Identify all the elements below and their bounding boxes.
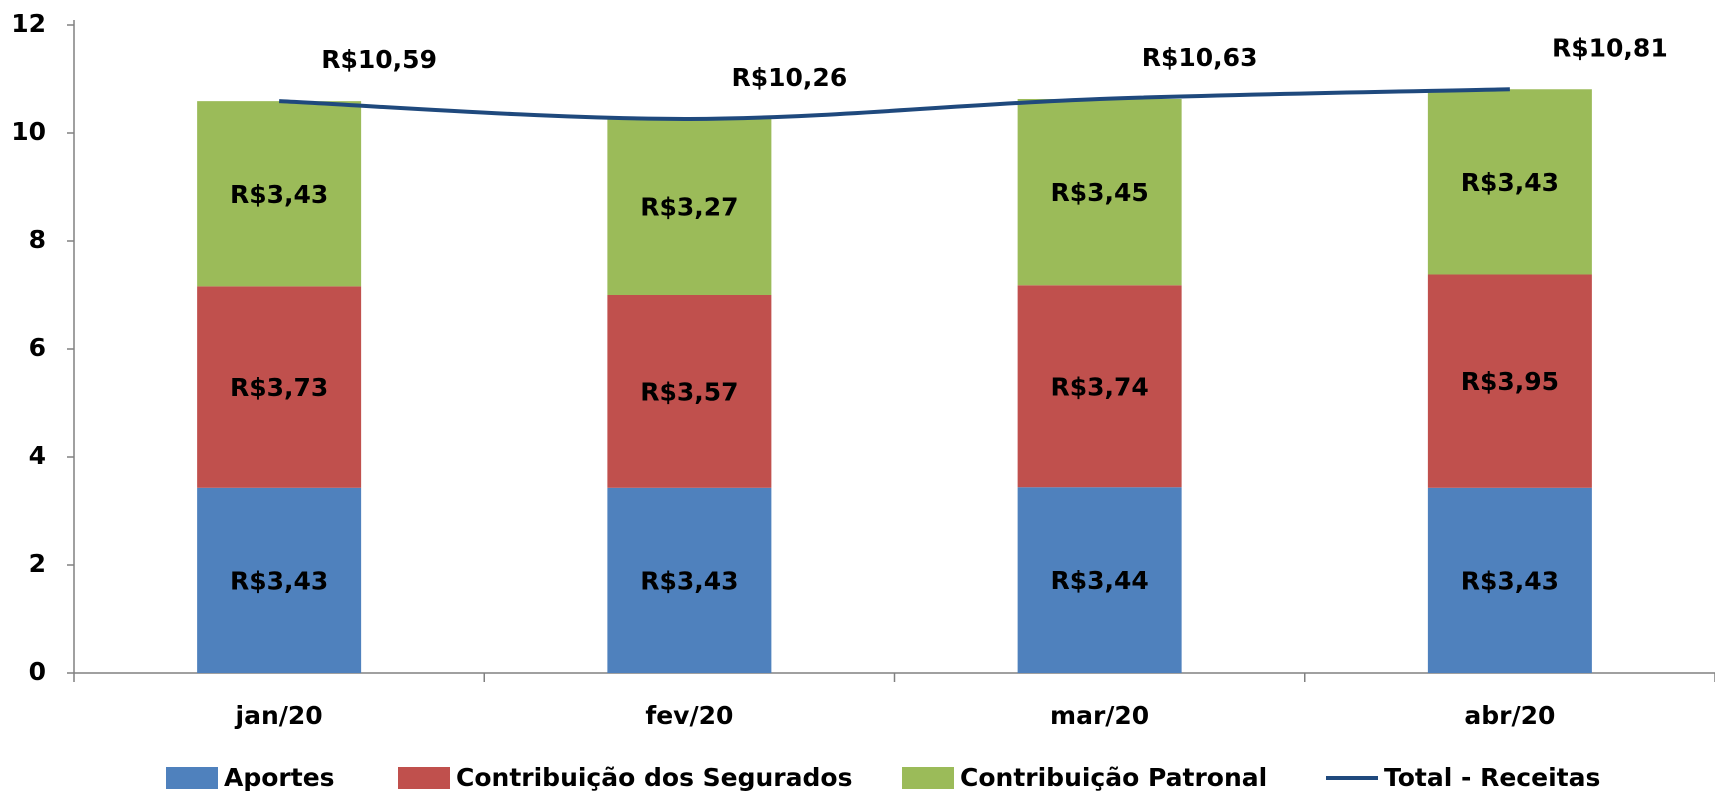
bar-segment [607,295,772,488]
y-tick-label: 8 [29,225,46,254]
data-label: R$3,43 [230,180,328,209]
bar-segment [607,487,772,673]
data-label: R$10,59 [321,45,437,74]
y-tick-label: 6 [29,333,46,362]
x-tick-label: mar/20 [1050,701,1149,730]
data-label: R$3,43 [640,566,738,595]
bar-segment [1017,487,1182,673]
data-label: R$3,45 [1050,178,1148,207]
legend-swatch [902,767,954,789]
data-label: R$3,95 [1461,367,1559,396]
bar-segment [197,101,362,287]
data-label: R$3,43 [230,566,328,595]
legend-swatch [166,767,218,789]
legend-swatch [398,767,450,789]
bar-segment [197,286,362,488]
x-tick-label: fev/20 [645,701,733,730]
data-label: R$3,73 [230,373,328,402]
bar-segment [1427,487,1592,673]
bar-segment [1017,98,1182,286]
data-label: R$3,43 [1461,566,1559,595]
bar-segment [1017,285,1182,488]
data-label: R$10,81 [1552,33,1668,62]
data-label: R$3,74 [1050,372,1148,401]
data-label: R$3,27 [640,193,738,222]
y-tick-label: 2 [29,549,46,578]
data-label: R$10,63 [1142,43,1258,72]
bar-segment [1427,89,1592,275]
legend-label: Contribuição dos Segurados [456,763,852,792]
x-tick-label: abr/20 [1464,701,1555,730]
bar-segment [197,487,362,673]
y-tick-label: 12 [11,9,46,38]
bar-segment [607,118,772,295]
y-tick-label: 4 [29,441,46,470]
data-label: R$10,26 [732,63,848,92]
y-tick-label: 10 [11,117,46,146]
y-tick-label: 0 [29,657,46,686]
line [279,87,1510,121]
data-label: R$3,44 [1050,566,1148,595]
x-tick-label: jan/20 [235,701,323,730]
data-label: R$3,57 [640,377,738,406]
bar-segment [1427,274,1592,488]
legend-label: Total - Receitas [1384,763,1600,792]
legend-label: Contribuição Patronal [960,763,1267,792]
data-label: R$3,43 [1461,168,1559,197]
legend-label: Aportes [224,763,335,792]
